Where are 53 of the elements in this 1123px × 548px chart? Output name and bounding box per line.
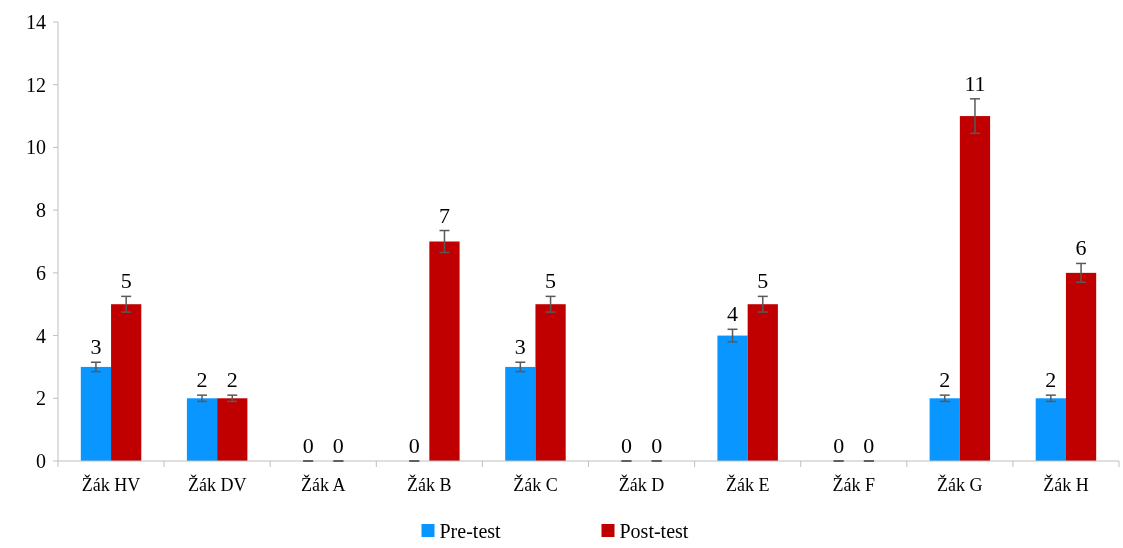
y-tick-label: 10	[26, 136, 46, 159]
data-label: 2	[1045, 367, 1057, 393]
data-label: 0	[863, 433, 875, 458]
bar	[717, 335, 748, 461]
bar	[747, 304, 778, 461]
legend-label: Post-test	[619, 520, 689, 542]
bar	[429, 241, 460, 461]
y-tick-label: 0	[36, 450, 46, 472]
data-label: 2	[226, 367, 238, 393]
data-label: 3	[514, 334, 526, 360]
bar	[1035, 398, 1066, 461]
data-label: 0	[302, 433, 314, 458]
y-tick-label: 6	[36, 261, 46, 284]
data-label: 0	[332, 433, 344, 458]
x-tick-label: Žák C	[513, 474, 558, 495]
bar	[80, 366, 112, 461]
data-label: 5	[545, 268, 557, 294]
y-tick-label: 14	[26, 11, 46, 33]
data-label: 6	[1075, 235, 1087, 261]
data-label: 0	[620, 433, 632, 458]
data-label: 4	[727, 301, 739, 327]
bar	[929, 398, 960, 461]
data-label: 0	[408, 433, 420, 458]
x-tick-label: Žák A	[301, 474, 346, 495]
x-tick-label: Žák HV	[81, 474, 141, 495]
x-tick-label: Žák DV	[187, 474, 247, 495]
data-label: 0	[651, 433, 663, 458]
data-label: 0	[833, 433, 845, 458]
x-tick-label: Žák G	[937, 474, 983, 495]
bar	[186, 398, 218, 461]
x-tick-label: Žák H	[1043, 474, 1089, 495]
data-label: 5	[120, 268, 132, 294]
bar	[535, 304, 566, 461]
bar	[505, 366, 536, 461]
y-tick-label: 2	[36, 387, 46, 410]
data-label: 3	[90, 334, 102, 360]
bar	[111, 304, 142, 461]
legend-label: Pre-test	[439, 520, 502, 542]
bar	[217, 398, 248, 461]
data-label: 7	[438, 202, 450, 228]
data-label: 2	[196, 367, 208, 393]
data-label: 2	[939, 367, 951, 393]
x-tick-label: Žák F	[832, 474, 875, 495]
y-tick-label: 4	[36, 324, 46, 347]
data-label: 5	[757, 268, 769, 294]
bar	[1065, 272, 1097, 461]
x-tick-label: Žák D	[618, 474, 665, 495]
y-tick-label: 12	[26, 73, 46, 96]
y-tick-label: 8	[36, 199, 46, 222]
bar	[959, 116, 991, 461]
x-tick-label: Žák E	[725, 474, 770, 495]
x-tick-label: Žák B	[407, 474, 452, 495]
data-label: 11	[964, 70, 986, 96]
